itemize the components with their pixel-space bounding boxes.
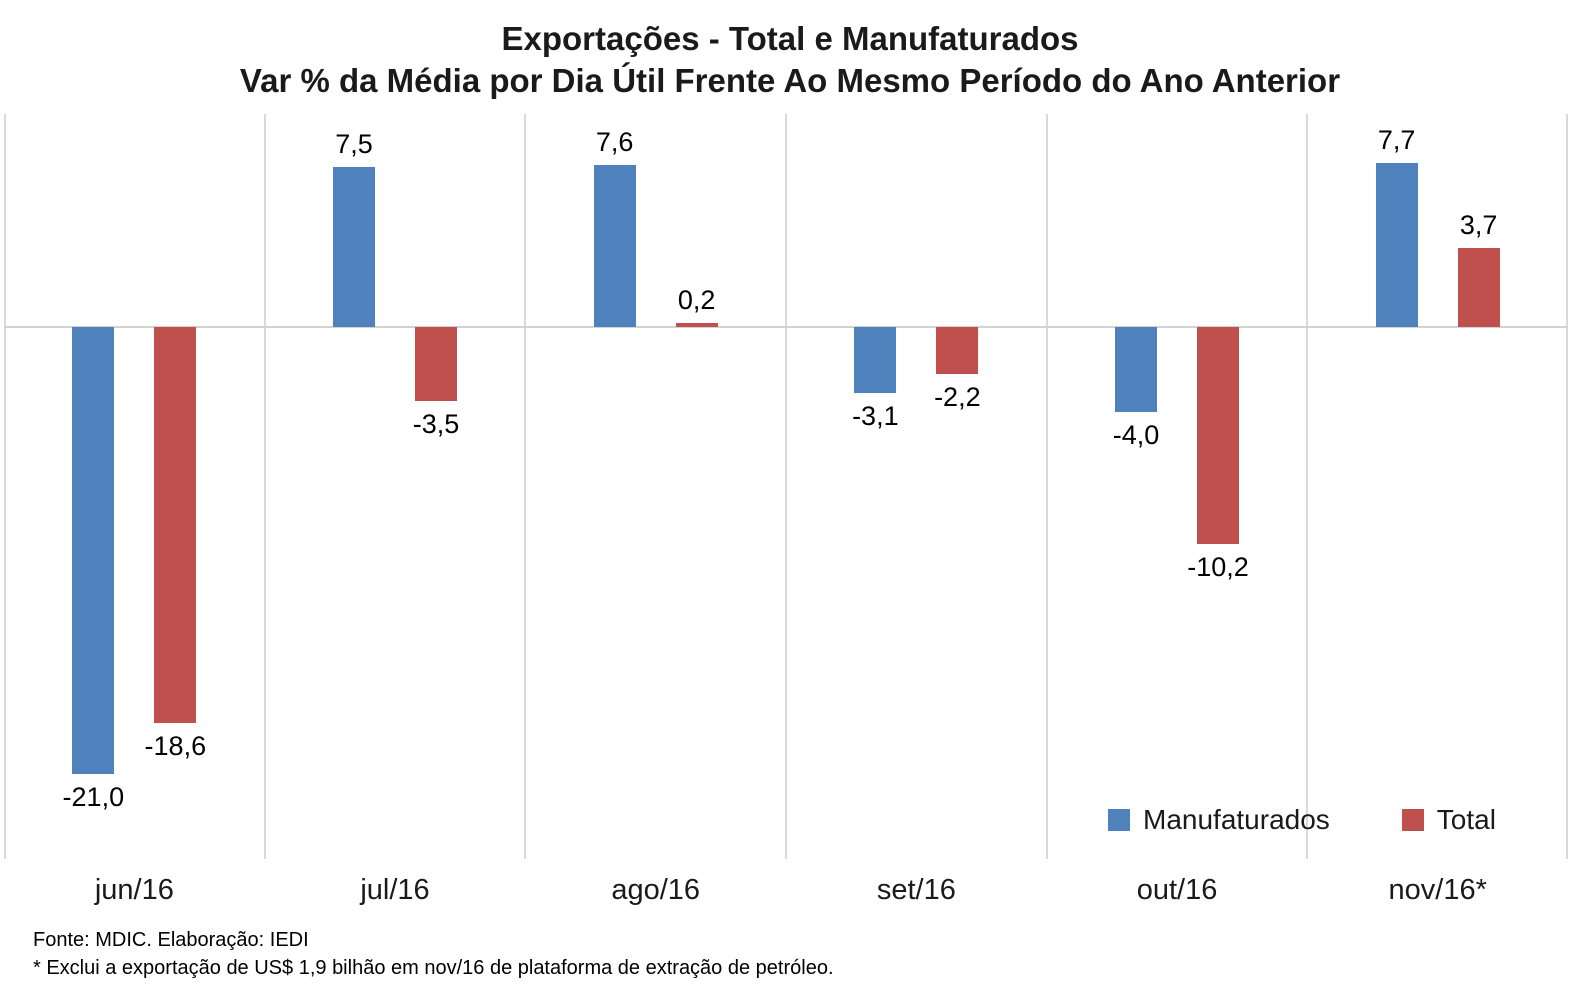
bar-value-label: -3,1 <box>852 400 899 431</box>
gridline-vertical <box>264 114 266 859</box>
legend-label-total: Total <box>1436 804 1496 835</box>
bar-total-ago16 <box>675 322 718 327</box>
bar-total-set16 <box>936 326 979 374</box>
legend-swatch-manufaturados <box>1108 809 1130 831</box>
legend-item-total: Total <box>1401 804 1496 836</box>
bar-manufaturados-nov16 <box>1375 162 1418 327</box>
legend-label-manufaturados: Manufaturados <box>1143 804 1330 835</box>
source-note: Fonte: MDIC. Elaboração: IEDI <box>33 929 309 951</box>
bar-value-label: 7,6 <box>595 127 634 158</box>
bar-value-label: 7,5 <box>335 129 373 160</box>
x-axis-label-jun16: jun/16 <box>94 874 174 906</box>
bar-value-label: -2,2 <box>934 381 981 412</box>
bar-value-label: -3,5 <box>412 409 460 440</box>
bar-total-jul16 <box>415 326 457 402</box>
bar-total-out16 <box>1197 326 1239 544</box>
bar-manufaturados-ago16 <box>593 165 636 327</box>
bar-value-label: 7,7 <box>1377 124 1416 155</box>
bar-manufaturados-jun16 <box>72 326 115 774</box>
gridline-vertical <box>785 114 787 859</box>
x-axis-label-set16: set/16 <box>876 874 956 906</box>
bar-manufaturados-set16 <box>854 326 897 393</box>
gridline-vertical <box>1566 114 1568 859</box>
bar-total-nov16 <box>1457 248 1500 327</box>
zero-axis-line <box>4 325 1568 328</box>
bar-value-label: -10,2 <box>1187 551 1249 582</box>
bar-manufaturados-out16 <box>1115 326 1157 412</box>
footnote: * Exclui a exportação de US$ 1,9 bilhão … <box>33 957 834 979</box>
legend-swatch-total <box>1401 809 1424 831</box>
gridline-vertical <box>524 114 526 859</box>
bar-value-label: 3,7 <box>1459 210 1498 241</box>
chart-legend: Manufaturados Total <box>1108 804 1496 836</box>
plot-area: -21,0 7,5 7,6 -3,1 -4,0 7,7 -18,6 -3,5 0,2 -2,2 -1… <box>4 114 1568 859</box>
bar-total-jun16 <box>154 326 197 723</box>
x-axis-label-nov16: nov/16* <box>1388 874 1487 906</box>
gridline-vertical <box>1306 114 1308 859</box>
x-axis-label-ago16: ago/16 <box>611 874 701 906</box>
legend-item-manufaturados: Manufaturados <box>1108 804 1330 836</box>
chart-title-line1: Exportações - Total e Manufaturados <box>501 20 1079 57</box>
chart-title: Exportações - Total e Manufaturados Var … <box>0 18 1580 102</box>
bar-value-label: -21,0 <box>62 781 125 812</box>
bar-value-label: -4,0 <box>1112 420 1160 450</box>
x-axis-label-jul16: jul/16 <box>360 874 430 906</box>
gridline-vertical <box>1046 114 1048 859</box>
x-axis-label-out16: out/16 <box>1136 874 1218 906</box>
bar-value-label: -18,6 <box>144 730 207 761</box>
x-axis: jun/16 jul/16 ago/16 set/16 out/16 nov/1… <box>4 874 1568 907</box>
bar-manufaturados-jul16 <box>333 167 375 327</box>
gridline-vertical <box>4 114 6 859</box>
chart-title-line2: Var % da Média por Dia Útil Frente Ao Me… <box>239 62 1341 99</box>
bar-value-label: 0,2 <box>677 284 716 315</box>
